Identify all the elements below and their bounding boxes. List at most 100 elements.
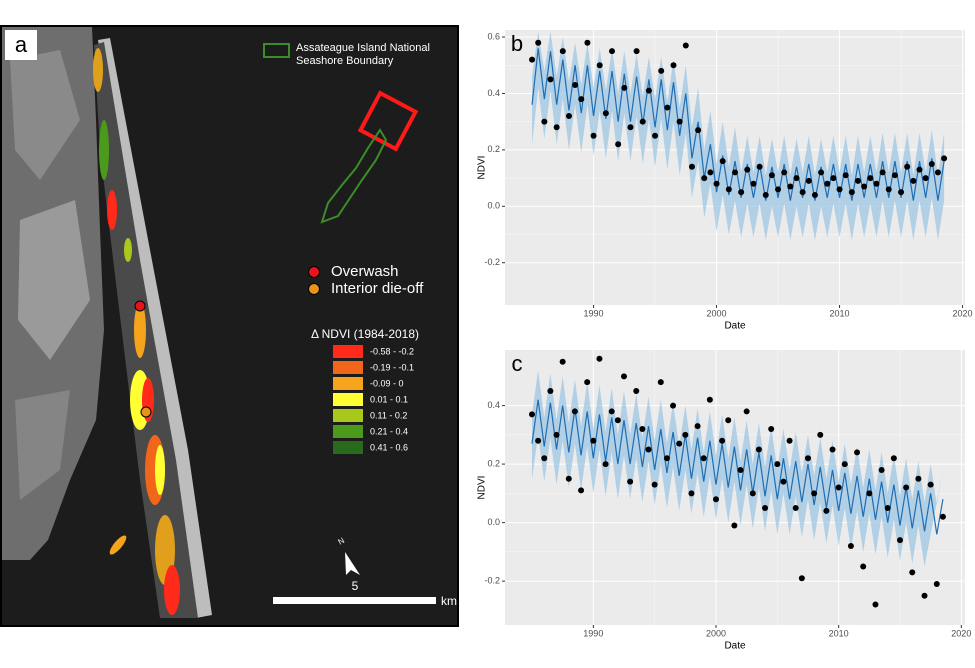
observation-point bbox=[762, 504, 769, 511]
observation-point bbox=[627, 478, 634, 485]
boundary-legend-text: Seashore Boundary bbox=[296, 55, 394, 67]
model-line bbox=[531, 399, 944, 535]
observation-point bbox=[792, 504, 799, 511]
observation-point bbox=[774, 461, 781, 468]
observation-point bbox=[658, 67, 665, 74]
observation-point bbox=[915, 475, 922, 482]
marker-legend-dot bbox=[308, 266, 320, 278]
observation-point bbox=[565, 475, 572, 482]
ndvi-class-label: 0.41 - 0.6 bbox=[370, 442, 408, 452]
ndvi-class-label: 0.11 - 0.2 bbox=[370, 410, 407, 420]
observation-point bbox=[762, 192, 769, 198]
ndvi-class-label: -0.58 - -0.2 bbox=[370, 346, 414, 356]
observation-point bbox=[750, 180, 757, 187]
observation-point bbox=[584, 39, 591, 46]
observation-point bbox=[529, 56, 536, 63]
x-tick-label: 2000 bbox=[707, 308, 727, 318]
overwash-site bbox=[134, 300, 146, 312]
y-axis-label: NDVI bbox=[477, 156, 488, 180]
observation-point bbox=[873, 180, 880, 187]
panel-label: a bbox=[15, 32, 28, 57]
observation-point bbox=[578, 96, 585, 103]
y-tick-label: 0.6 bbox=[487, 31, 500, 41]
observation-point bbox=[824, 180, 831, 187]
observation-point bbox=[701, 175, 708, 182]
observation-point bbox=[620, 373, 627, 380]
observation-point bbox=[738, 189, 745, 196]
observation-point bbox=[744, 166, 751, 173]
y-tick-label: -0.2 bbox=[484, 257, 500, 267]
observation-point bbox=[787, 183, 794, 190]
ndvi-swatch bbox=[333, 361, 363, 374]
observation-point bbox=[633, 48, 640, 55]
vegetation-patch bbox=[124, 238, 132, 262]
observation-point bbox=[921, 592, 928, 599]
observation-point bbox=[804, 455, 811, 462]
observation-point bbox=[645, 446, 652, 453]
y-axis-label: NDVI bbox=[477, 476, 488, 500]
ndvi-legend-title: Δ NDVI (1984-2018) bbox=[311, 327, 419, 341]
observation-point bbox=[541, 455, 548, 462]
observation-point bbox=[627, 124, 634, 131]
observation-point bbox=[811, 192, 818, 198]
observation-point bbox=[847, 543, 854, 550]
x-tick-label: 2020 bbox=[953, 308, 973, 318]
observation-point bbox=[768, 172, 775, 179]
observation-point bbox=[890, 455, 897, 462]
observation-point bbox=[706, 396, 713, 403]
panel-label: b bbox=[511, 31, 523, 56]
observation-point bbox=[910, 177, 917, 184]
observation-point bbox=[817, 431, 824, 438]
ndvi-swatch bbox=[333, 345, 363, 358]
observation-point bbox=[775, 186, 782, 193]
observation-point bbox=[670, 62, 677, 69]
observation-point bbox=[780, 478, 787, 485]
observation-point bbox=[547, 387, 554, 394]
vegetation-patch bbox=[155, 445, 165, 495]
observation-point bbox=[927, 481, 934, 488]
observation-point bbox=[756, 163, 763, 170]
observation-point bbox=[633, 387, 640, 394]
observation-point bbox=[848, 189, 855, 196]
observation-point bbox=[645, 87, 652, 94]
observation-point bbox=[861, 183, 868, 190]
observation-point bbox=[652, 132, 659, 139]
die-off-site bbox=[140, 406, 152, 418]
model-line bbox=[531, 48, 945, 201]
vegetation-patch bbox=[109, 535, 127, 555]
y-tick-label: 0.4 bbox=[487, 400, 500, 410]
observation-point bbox=[535, 437, 542, 444]
observation-point bbox=[841, 461, 848, 468]
ndvi-swatch bbox=[333, 393, 363, 406]
observation-point bbox=[621, 84, 628, 91]
observation-point bbox=[743, 408, 750, 415]
observation-point bbox=[725, 186, 732, 193]
observation-point bbox=[657, 379, 664, 386]
x-axis-label: Date bbox=[724, 321, 746, 332]
ndvi-class-label: 0.21 - 0.4 bbox=[370, 426, 408, 436]
observation-point bbox=[878, 466, 885, 473]
y-tick-label: -0.2 bbox=[484, 575, 500, 585]
x-tick-label: 2000 bbox=[706, 628, 726, 638]
observation-point bbox=[590, 132, 597, 139]
observation-point bbox=[559, 48, 566, 55]
observation-point bbox=[602, 110, 609, 117]
observation-point bbox=[835, 484, 842, 491]
observation-point bbox=[811, 490, 818, 497]
x-tick-label: 2010 bbox=[830, 308, 850, 318]
observation-point bbox=[565, 113, 572, 120]
observation-point bbox=[891, 172, 898, 179]
scale-unit: km bbox=[441, 594, 457, 608]
observation-point bbox=[854, 449, 861, 456]
observation-point bbox=[842, 172, 849, 179]
mainland-field bbox=[18, 200, 90, 360]
vegetation-patch bbox=[99, 120, 109, 180]
observation-point bbox=[682, 431, 689, 438]
observation-point bbox=[793, 175, 800, 182]
observation-point bbox=[578, 487, 585, 494]
panel-label-box bbox=[5, 30, 37, 60]
observation-point bbox=[602, 461, 609, 468]
map-panel: a Assateague Island National Seashore Bo… bbox=[0, 25, 459, 627]
observation-point bbox=[823, 507, 830, 514]
observation-point bbox=[670, 402, 677, 409]
